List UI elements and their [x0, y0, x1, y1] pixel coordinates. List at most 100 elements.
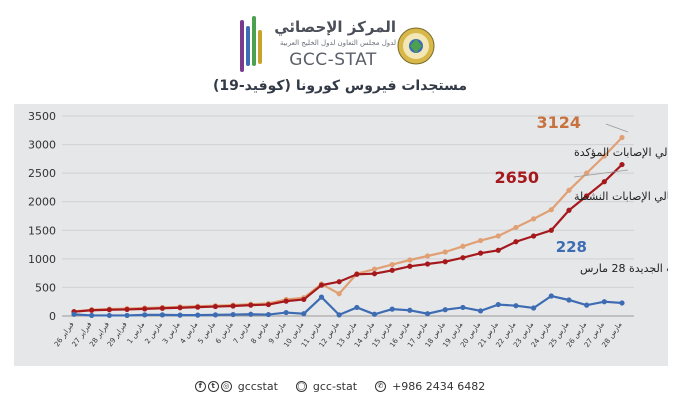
footer: f t ◎ gccstat ◯ gcc-stat ✆ +986 2434 648…	[0, 372, 680, 400]
org-name-english: GCC-STAT	[289, 50, 377, 70]
data-point-active	[301, 296, 307, 303]
instagram-icon: ◎	[220, 380, 232, 392]
data-point-confirmed	[442, 249, 448, 255]
data-point-new	[195, 312, 201, 318]
data-point-new	[71, 311, 77, 317]
data-point-active	[142, 306, 148, 312]
data-point-new	[124, 312, 130, 319]
data-point-active	[159, 305, 165, 311]
gcc-stat-logo: المركز الإحصائي لدول مجلس التعاون لدول ا…	[236, 14, 436, 76]
data-point-active	[389, 267, 395, 273]
data-point-active	[531, 233, 537, 239]
gcc-emblem-icon	[397, 27, 435, 65]
data-point-new	[495, 301, 501, 308]
data-point-active	[371, 271, 378, 277]
data-point-confirmed	[407, 257, 413, 263]
series-line-new	[73, 294, 623, 317]
data-point-active	[619, 161, 625, 168]
twitter-icon: t	[207, 380, 219, 392]
data-point-active	[548, 227, 554, 233]
logo-bars-icon	[240, 16, 262, 72]
snapchat-icon: ◯	[295, 380, 307, 392]
series-line-active	[73, 163, 623, 313]
data-point-active	[584, 193, 590, 199]
header: المركز الإحصائي لدول مجلس التعاون لدول ا…	[0, 0, 680, 100]
data-point-new	[619, 300, 625, 306]
org-subtitle-arabic: لدول مجلس التعاون لدول الخليج العربية	[279, 39, 396, 47]
data-point-active	[318, 282, 325, 288]
data-point-active	[195, 304, 201, 310]
whatsapp-icon: ✆	[375, 380, 387, 392]
y-tick-label: 1500	[28, 224, 56, 237]
data-point-confirmed	[389, 261, 395, 268]
data-point-active	[442, 259, 448, 265]
annotation-value-confirmed: 3124	[536, 113, 581, 132]
annotation-leader	[573, 169, 629, 178]
data-point-new	[389, 306, 395, 312]
data-point-new	[548, 293, 554, 299]
data-point-new	[159, 312, 165, 318]
data-point-active	[89, 307, 95, 313]
data-point-confirmed	[566, 187, 572, 193]
data-point-active	[230, 303, 236, 309]
data-point-new	[318, 294, 325, 300]
annotation-value-new: 228	[556, 238, 587, 256]
data-point-active	[513, 239, 519, 245]
data-point-active	[177, 305, 183, 311]
annotation-label-active: إجمالي الإصابات النشطة	[574, 190, 668, 203]
data-point-new	[283, 309, 289, 316]
data-point-active	[248, 302, 254, 308]
phone-number: +986 2434 6482	[392, 379, 486, 393]
data-point-active	[336, 279, 342, 285]
annotation-value-active: 2650	[494, 168, 539, 187]
data-point-new	[371, 311, 378, 317]
chart-area: 0 500 1000 1500 2000 2500 3000 3500 26 فبراير 27 …	[14, 104, 668, 366]
data-point-new	[477, 308, 484, 314]
y-tick-label: 3500	[28, 110, 56, 123]
data-point-active	[495, 247, 501, 253]
data-point-new	[177, 312, 183, 318]
data-point-new	[230, 311, 236, 318]
data-point-new	[212, 312, 219, 318]
data-point-active	[106, 307, 112, 313]
data-point-new	[248, 311, 254, 317]
data-point-confirmed	[371, 266, 378, 272]
data-point-active	[566, 207, 572, 213]
data-point-new	[566, 297, 572, 303]
y-tick-label: 2500	[28, 167, 56, 180]
data-point-confirmed	[619, 134, 625, 141]
y-tick-label: 3000	[28, 139, 56, 152]
data-point-confirmed	[424, 253, 431, 259]
data-point-confirmed	[584, 170, 590, 176]
annotation-label-confirmed: إجمالي الإصابات المؤكدة	[574, 146, 668, 159]
data-point-confirmed	[477, 237, 484, 244]
y-tick-label: 2000	[28, 196, 56, 209]
data-point-active	[424, 261, 431, 267]
data-point-active	[460, 255, 466, 261]
data-point-active	[212, 303, 219, 310]
data-point-new	[513, 303, 519, 309]
data-point-new	[460, 304, 466, 311]
data-point-new	[142, 312, 148, 318]
data-point-confirmed	[601, 153, 607, 159]
data-point-new	[301, 311, 307, 317]
snapchat-handle: gcc-stat	[312, 379, 358, 393]
data-point-new	[531, 305, 537, 311]
data-point-active	[283, 298, 289, 304]
data-point-active	[601, 179, 607, 185]
y-tick-label: 1000	[28, 253, 56, 266]
data-point-confirmed	[495, 233, 501, 239]
data-point-confirmed	[513, 224, 519, 231]
social-handle: gccstat	[237, 379, 278, 393]
data-point-active	[477, 250, 484, 256]
y-tick-label: 0	[49, 310, 56, 323]
data-point-new	[407, 307, 413, 313]
y-tick-label: 500	[35, 281, 56, 294]
data-point-new	[89, 312, 95, 319]
facebook-icon: f	[194, 380, 206, 392]
annotation-leader	[605, 123, 629, 133]
data-point-active	[265, 301, 272, 308]
data-point-active	[354, 271, 360, 277]
data-point-new	[106, 312, 112, 319]
